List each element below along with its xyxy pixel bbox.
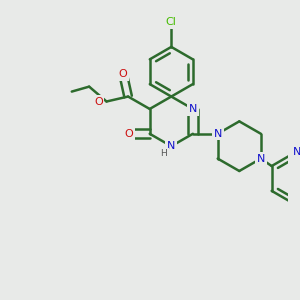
Text: N: N	[214, 129, 222, 139]
Text: O: O	[119, 69, 128, 79]
Text: O: O	[94, 97, 103, 106]
Text: O: O	[124, 129, 133, 139]
Text: N: N	[257, 154, 265, 164]
Text: N: N	[189, 104, 197, 114]
Text: Cl: Cl	[166, 17, 177, 27]
Text: N: N	[293, 147, 300, 157]
Text: H: H	[160, 149, 167, 158]
Text: N: N	[167, 141, 176, 151]
